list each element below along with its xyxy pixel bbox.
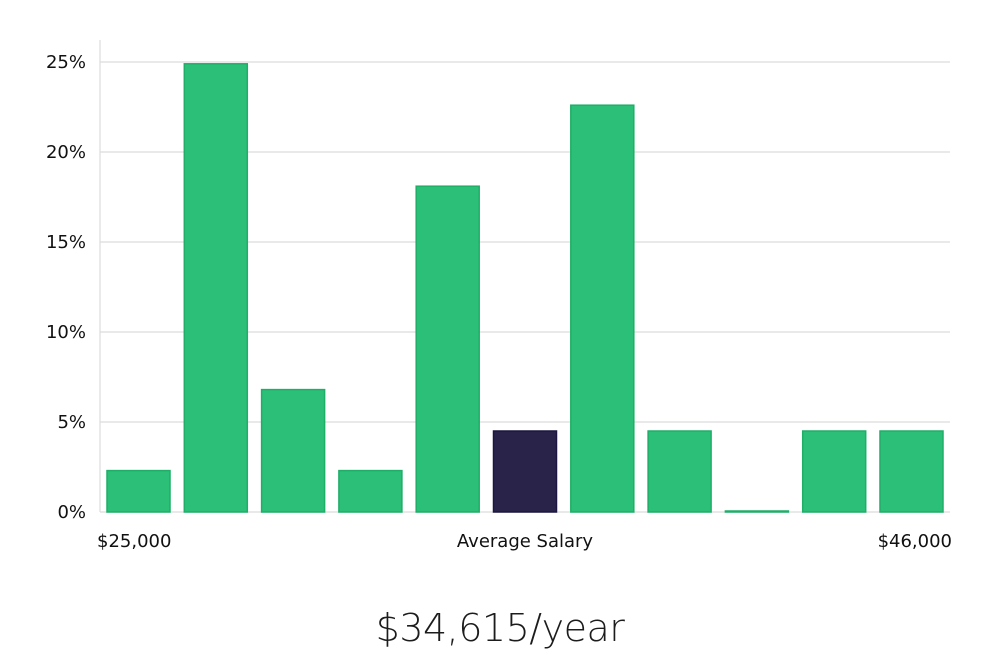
y-tick-label: 0% xyxy=(57,502,86,523)
bar xyxy=(570,104,635,513)
bar xyxy=(260,388,326,513)
bar xyxy=(879,430,944,513)
bar xyxy=(415,185,480,513)
y-tick-label: 25% xyxy=(46,52,86,73)
y-tick-label: 15% xyxy=(46,232,86,253)
average-salary-value: $34,615/year xyxy=(375,606,625,650)
bar-highlighted xyxy=(492,430,558,513)
bar xyxy=(106,469,171,513)
y-tick-label: 20% xyxy=(46,142,86,163)
x-axis-title: Average Salary xyxy=(457,531,594,552)
bar xyxy=(724,510,790,513)
y-tick-label: 5% xyxy=(57,412,86,433)
bar xyxy=(647,430,712,513)
bar xyxy=(801,430,867,513)
x-end-label: $46,000 xyxy=(878,531,952,552)
bar xyxy=(183,63,249,513)
bar xyxy=(338,469,403,513)
x-start-label: $25,000 xyxy=(97,531,171,552)
salary-histogram: 0% 5% 10% 15% 20% 25% $25,000 Average Salary $46… xyxy=(46,40,952,552)
y-tick-label: 10% xyxy=(46,322,86,343)
